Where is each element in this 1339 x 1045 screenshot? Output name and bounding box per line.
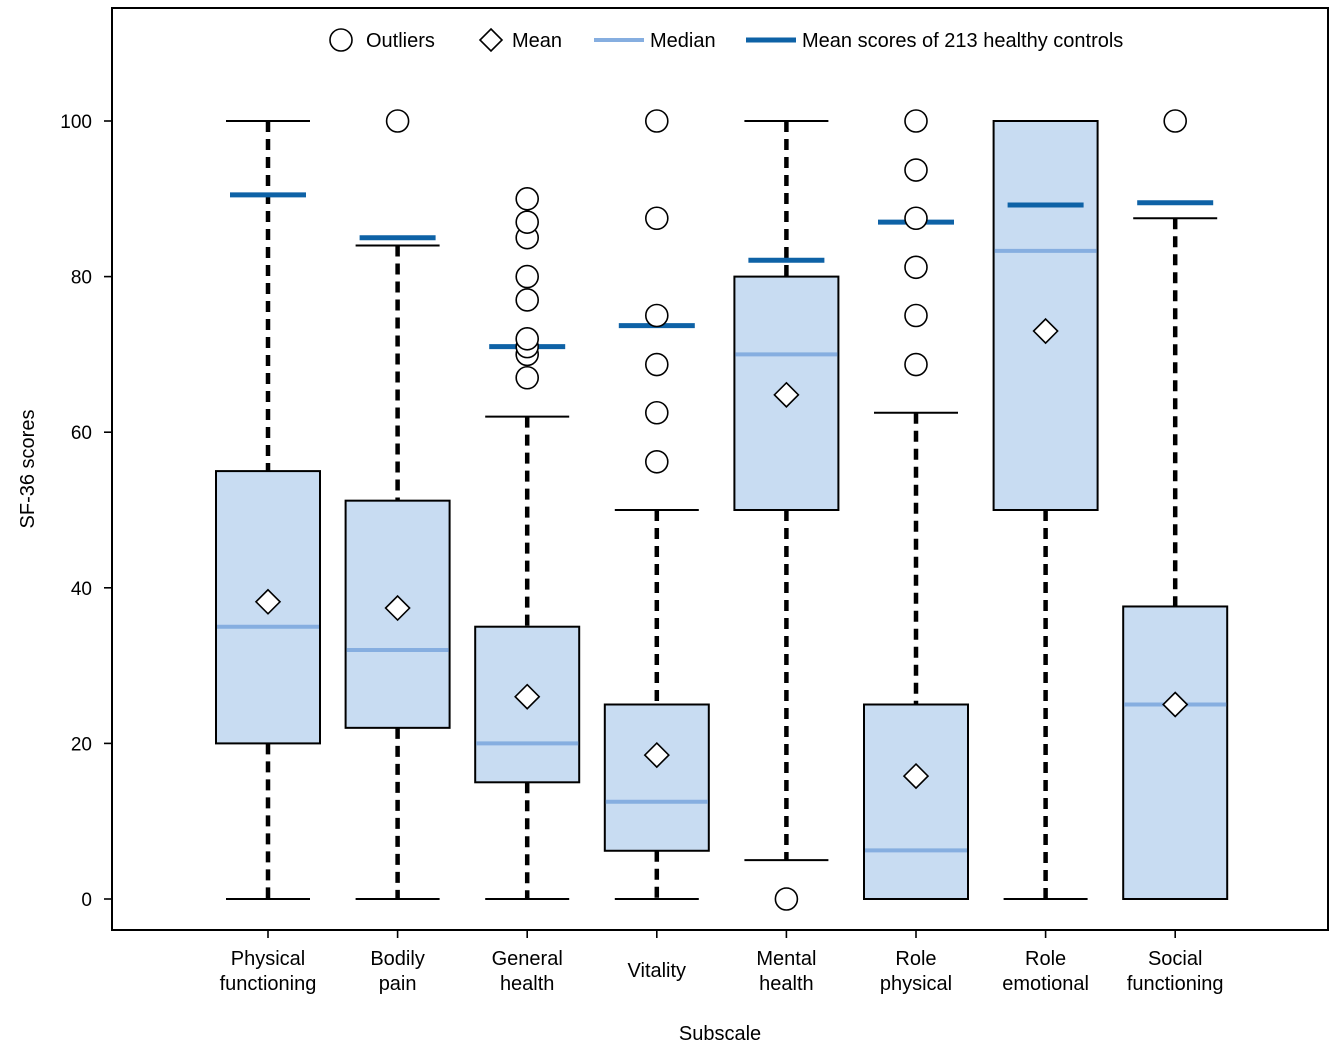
x-tick-label: Vitality bbox=[628, 960, 687, 982]
x-tick-label-line: physical bbox=[880, 973, 952, 995]
x-tick-label: Role physical bbox=[880, 948, 952, 995]
x-tick-label: General health bbox=[492, 948, 563, 995]
outlier-marker bbox=[515, 264, 540, 289]
legend-item-mean: Mean bbox=[478, 27, 562, 53]
box-group bbox=[474, 187, 581, 900]
box-group bbox=[863, 109, 969, 900]
mean-marker bbox=[902, 762, 930, 790]
y-tick-label: 100 bbox=[60, 112, 92, 133]
outlier-marker bbox=[515, 288, 540, 312]
y-tick-label: 40 bbox=[71, 579, 92, 600]
mean-marker bbox=[514, 683, 541, 710]
x-tick-label-line: functioning bbox=[1127, 973, 1224, 995]
x-tick-label: Mental health bbox=[756, 948, 816, 995]
outlier-marker bbox=[385, 109, 410, 133]
y-tick-label: 20 bbox=[71, 734, 92, 755]
outlier-marker bbox=[904, 255, 928, 280]
box-group bbox=[215, 120, 321, 900]
x-tick-label: Physical functioning bbox=[220, 948, 317, 995]
mean-marker bbox=[254, 588, 282, 615]
legend-label: Outliers bbox=[366, 30, 435, 52]
outlier-marker bbox=[515, 187, 540, 211]
x-tick-label-line: Vitality bbox=[628, 960, 687, 982]
legend-mean-icon bbox=[478, 27, 504, 53]
x-tick-label-line: functioning bbox=[220, 973, 317, 995]
y-axis-title: SF-36 scores bbox=[17, 410, 39, 529]
x-tick-label-line: Bodily bbox=[370, 948, 424, 970]
outlier-marker bbox=[774, 887, 799, 911]
outlier-marker bbox=[644, 206, 669, 231]
outlier-marker bbox=[904, 303, 928, 328]
x-tick-label: Role emotional bbox=[1002, 948, 1089, 995]
outlier-marker bbox=[644, 400, 669, 425]
x-axis: Physical functioning Bodily pain General heal… bbox=[220, 930, 1224, 995]
outlier-marker bbox=[515, 327, 540, 351]
legend-label: Mean bbox=[512, 30, 562, 52]
x-tick-label-line: Social bbox=[1148, 948, 1202, 970]
iqr-box bbox=[603, 703, 710, 852]
x-tick-label-line: Role bbox=[895, 948, 936, 970]
outlier-marker bbox=[644, 449, 669, 474]
mean-marker bbox=[384, 594, 411, 622]
y-tick-label: 80 bbox=[71, 268, 92, 289]
x-tick-label-line: health bbox=[500, 973, 555, 995]
mean-marker bbox=[1032, 317, 1059, 345]
boxes bbox=[215, 109, 1229, 911]
outlier-marker bbox=[904, 352, 928, 377]
box-group bbox=[1122, 109, 1229, 900]
outlier-marker bbox=[1163, 109, 1187, 133]
y-tick-label: 0 bbox=[81, 890, 92, 911]
outlier-marker bbox=[904, 206, 928, 231]
mean-marker bbox=[643, 741, 670, 769]
legend-label: Median bbox=[650, 30, 716, 52]
outlier-marker bbox=[644, 109, 669, 133]
x-tick-label: Bodily pain bbox=[370, 948, 424, 995]
outlier-marker bbox=[515, 365, 540, 390]
legend-item-median: Median bbox=[594, 30, 716, 52]
mean-marker bbox=[1162, 691, 1189, 718]
x-tick-label-line: Role bbox=[1025, 948, 1066, 970]
x-tick-label: Social functioning bbox=[1127, 948, 1224, 995]
x-tick-label-line: General bbox=[492, 948, 563, 970]
y-tick-label: 60 bbox=[71, 423, 92, 444]
legend-item-outliers: Outliers bbox=[329, 28, 435, 52]
iqr-box bbox=[863, 703, 969, 900]
outlier-marker bbox=[515, 210, 540, 234]
outlier-marker bbox=[904, 109, 928, 133]
outlier-marker bbox=[644, 303, 669, 328]
box-group bbox=[733, 120, 840, 911]
y-axis: 0 20 40 60 80 100 bbox=[60, 112, 1328, 931]
x-tick-label-line: health bbox=[759, 973, 814, 995]
x-tick-label-line: pain bbox=[379, 973, 417, 995]
legend-label: Mean scores of 213 healthy controls bbox=[802, 30, 1123, 52]
legend: Outliers Mean Median Mean scores of 213 hea… bbox=[329, 27, 1123, 53]
outlier-marker bbox=[644, 352, 669, 377]
box-group bbox=[992, 120, 1099, 900]
box-group bbox=[603, 109, 710, 900]
legend-outlier-icon bbox=[329, 28, 353, 52]
box-group bbox=[344, 109, 451, 900]
x-tick-label-line: emotional bbox=[1002, 973, 1089, 995]
outlier-marker bbox=[904, 158, 928, 182]
mean-marker bbox=[773, 381, 800, 408]
legend-item-controls: Mean scores of 213 healthy controls bbox=[746, 30, 1123, 52]
x-tick-label-line: Physical bbox=[231, 948, 305, 970]
x-tick-label-line: Mental bbox=[756, 948, 816, 970]
iqr-box bbox=[992, 120, 1099, 511]
iqr-box bbox=[1122, 605, 1229, 900]
x-axis-title: Subscale bbox=[679, 1023, 761, 1045]
